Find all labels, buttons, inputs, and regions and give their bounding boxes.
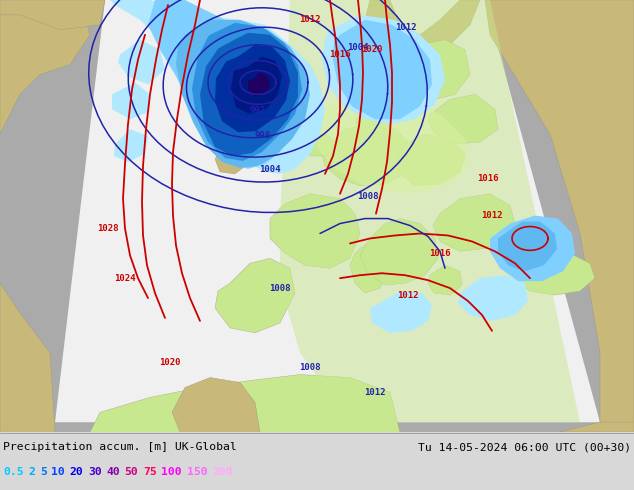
Text: 1012: 1012: [299, 15, 321, 24]
Polygon shape: [365, 0, 480, 95]
Polygon shape: [90, 374, 400, 432]
Text: 1012: 1012: [398, 291, 418, 299]
Text: 1004: 1004: [347, 43, 369, 52]
Polygon shape: [490, 216, 575, 281]
Text: 5: 5: [40, 467, 47, 477]
Text: Tu 14-05-2024 06:00 UTC (00+30): Tu 14-05-2024 06:00 UTC (00+30): [418, 442, 631, 452]
Text: 10: 10: [51, 467, 65, 477]
Polygon shape: [176, 20, 310, 168]
Text: 1020: 1020: [361, 45, 383, 54]
Polygon shape: [498, 221, 557, 271]
Polygon shape: [270, 194, 360, 268]
Polygon shape: [315, 89, 468, 194]
Polygon shape: [395, 40, 470, 99]
Text: 40: 40: [107, 467, 120, 477]
Text: Precipitation accum. [m] UK-Global: Precipitation accum. [m] UK-Global: [3, 442, 236, 452]
Polygon shape: [118, 40, 165, 84]
Polygon shape: [231, 57, 282, 114]
Polygon shape: [372, 95, 395, 124]
Polygon shape: [275, 70, 308, 97]
Text: 1016: 1016: [329, 50, 351, 59]
Polygon shape: [110, 0, 325, 174]
Polygon shape: [172, 377, 260, 432]
Text: 1024: 1024: [114, 274, 136, 283]
Polygon shape: [350, 239, 390, 293]
Polygon shape: [245, 74, 285, 114]
Text: 50: 50: [125, 467, 138, 477]
Polygon shape: [215, 258, 295, 333]
Polygon shape: [485, 0, 634, 422]
Text: 998: 998: [255, 131, 271, 140]
Polygon shape: [55, 0, 600, 422]
Polygon shape: [148, 0, 298, 169]
Text: 992: 992: [250, 106, 266, 115]
Text: 1016: 1016: [477, 174, 499, 183]
Text: 1012: 1012: [481, 211, 503, 220]
Polygon shape: [370, 291, 432, 333]
Polygon shape: [518, 253, 595, 295]
Text: 1004: 1004: [259, 166, 281, 174]
Text: 75: 75: [143, 467, 157, 477]
Polygon shape: [114, 129, 148, 162]
Polygon shape: [322, 15, 445, 124]
Text: 1012: 1012: [365, 388, 385, 397]
Text: 1020: 1020: [159, 358, 181, 367]
Polygon shape: [433, 194, 515, 251]
Polygon shape: [215, 139, 250, 174]
Polygon shape: [360, 219, 438, 285]
Polygon shape: [200, 33, 298, 156]
Text: 1012: 1012: [395, 24, 417, 32]
Text: 1028: 1028: [97, 224, 119, 233]
Polygon shape: [280, 0, 580, 422]
Polygon shape: [215, 45, 290, 132]
Polygon shape: [0, 0, 90, 134]
Polygon shape: [322, 124, 415, 186]
Polygon shape: [243, 104, 295, 159]
Text: 20: 20: [69, 467, 83, 477]
Polygon shape: [112, 82, 150, 119]
Polygon shape: [305, 134, 335, 156]
Text: 1008: 1008: [357, 192, 378, 201]
Polygon shape: [333, 20, 432, 119]
Text: 1008: 1008: [269, 284, 291, 293]
Text: 0.5: 0.5: [3, 467, 23, 477]
Polygon shape: [398, 134, 465, 186]
Polygon shape: [0, 0, 105, 30]
Text: 1016: 1016: [429, 249, 451, 258]
Text: 30: 30: [87, 467, 101, 477]
Polygon shape: [355, 109, 390, 134]
Polygon shape: [248, 73, 270, 97]
Text: 2: 2: [29, 467, 36, 477]
Text: 200: 200: [212, 467, 233, 477]
Polygon shape: [458, 275, 528, 321]
Text: 150: 150: [187, 467, 207, 477]
Polygon shape: [428, 265, 462, 295]
Polygon shape: [428, 95, 498, 144]
Text: 100: 100: [162, 467, 182, 477]
Text: 1008: 1008: [299, 363, 321, 372]
Polygon shape: [192, 23, 302, 161]
Polygon shape: [0, 283, 55, 432]
Polygon shape: [560, 422, 634, 432]
